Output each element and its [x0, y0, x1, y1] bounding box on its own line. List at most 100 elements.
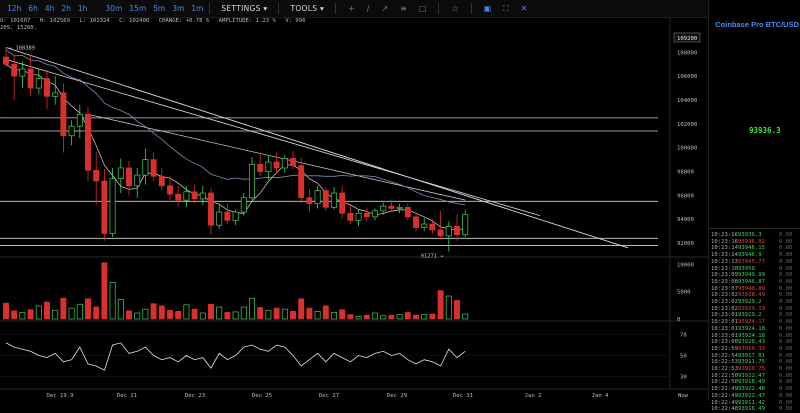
candle-body	[445, 226, 452, 237]
trade-price: 93920.43	[738, 339, 765, 346]
ma-fast-line	[5, 63, 466, 231]
x-tick-label: Dec 23	[185, 393, 205, 399]
trade-row: 10:22:53 93911.75 0.00	[711, 359, 800, 366]
candle-body	[52, 92, 59, 97]
timeframe-1m[interactable]: 1m	[191, 4, 204, 13]
x-tick-label: Dec 25	[252, 393, 272, 399]
timeframe-3m[interactable]: 3m	[172, 4, 185, 13]
trade-time: 10:22:54	[711, 352, 738, 359]
trade-row: 10:23:07 93940.89 0.00	[711, 286, 800, 293]
settings-menu[interactable]: SETTINGS ▾	[221, 4, 268, 13]
volume-bar	[413, 314, 419, 320]
timeframe-1h[interactable]: 1h	[77, 4, 88, 13]
candle-body	[290, 158, 296, 166]
candle-body	[437, 229, 444, 237]
trend-lines	[5, 47, 629, 249]
trade-size: 0.00	[779, 325, 793, 332]
candle-body	[413, 216, 419, 228]
trendline-icon[interactable]: ∕	[366, 4, 370, 13]
candle-body	[314, 190, 321, 205]
trade-time: 10:23:16	[711, 238, 738, 245]
candle-body	[363, 212, 370, 218]
x-tick-label: Dec 19.9	[47, 393, 74, 399]
oscillator	[0, 334, 668, 377]
trade-time: 10:23:01	[711, 319, 738, 326]
trade-size: 0.00	[779, 345, 793, 352]
candle-body	[388, 205, 395, 209]
volume-tick-label: 5000	[677, 290, 690, 296]
volume-bar	[240, 306, 247, 320]
timeframe-15m[interactable]: 15m	[129, 4, 147, 13]
trade-size: 0.00	[779, 386, 793, 393]
timeframe-2h[interactable]: 2h	[61, 4, 71, 13]
candle-body	[232, 211, 239, 221]
trade-time: 10:22:59	[711, 345, 738, 352]
volume-bar	[331, 312, 337, 320]
ma-slow-line	[5, 49, 466, 206]
oscillator-line	[5, 342, 466, 371]
eraser-icon[interactable]: □	[418, 4, 427, 13]
ray-icon[interactable]: ↗	[381, 4, 389, 13]
volume-bar	[216, 306, 223, 320]
star-icon[interactable]: ☆	[451, 4, 459, 13]
trade-size: 0.00	[779, 232, 793, 238]
axes: 9200094000960009800010000010200010400010…	[47, 32, 701, 399]
oscillator-tick-label: 30	[680, 375, 687, 381]
crosshair-icon[interactable]: +	[348, 4, 355, 13]
timeframe-30m[interactable]: 30m	[105, 4, 123, 13]
trade-row: 10:22:54 93917.81 0.00	[711, 353, 800, 360]
candle-body	[249, 164, 255, 199]
trade-size: 0.00	[779, 312, 793, 319]
trade-price: 93922.48	[738, 386, 765, 393]
volume-bar	[35, 305, 42, 320]
volume-bar	[372, 312, 378, 320]
trade-price: 93938.49	[738, 292, 765, 299]
candle-body	[199, 192, 206, 200]
channel-icon[interactable]: ≡	[400, 4, 407, 13]
trade-time: 10:22:53	[711, 359, 738, 366]
price-tick-label: 108000	[677, 50, 697, 56]
timeframe-5m[interactable]: 5m	[153, 4, 166, 13]
trade-row: 10:23:16 93936.3 0.00	[711, 232, 800, 239]
chart-canvas[interactable]: 9200094000960009800010000010200010400010…	[0, 0, 708, 401]
right-panel: Coinbase Pro BTC/USD 93936.3 10:23:16 939…	[708, 0, 800, 412]
volume-bar	[68, 307, 75, 320]
trade-history[interactable]: 10:23:16 93936.3 0.00 10:23:16 93936.02 0.00 1…	[711, 232, 800, 413]
trade-size: 0.00	[779, 285, 793, 292]
trade-price: 93936.02	[738, 238, 765, 245]
close-icon[interactable]: ✕	[520, 4, 528, 13]
trade-price: 93949.99	[738, 272, 765, 279]
candle-body	[372, 210, 378, 218]
low-value: L: 101324	[79, 18, 110, 24]
candle-body	[216, 211, 223, 226]
trade-price: 93945.77	[738, 258, 765, 265]
candle-body	[208, 192, 214, 226]
trade-price: 93936.3	[738, 232, 762, 238]
timeframe-6h[interactable]: 6h	[28, 4, 38, 13]
timeframe-12h[interactable]: 12h	[7, 4, 22, 13]
tools-menu[interactable]: TOOLS ▾	[290, 4, 325, 13]
price-tick-label: 98000	[677, 170, 694, 176]
timeframe-4h[interactable]: 4h	[44, 4, 55, 13]
trade-size: 0.00	[779, 366, 793, 373]
trade-price: 93946.15	[738, 245, 765, 252]
trade-size: 0.00	[779, 359, 793, 366]
volume-bar	[142, 308, 149, 320]
trade-size: 0.00	[779, 299, 793, 306]
volume-bar	[3, 302, 9, 320]
trade-size: 0.00	[779, 265, 793, 272]
trade-time: 10:23:07	[711, 285, 738, 292]
indicator-readout: 20S, 15260.	[0, 25, 38, 31]
volume-bar	[421, 314, 428, 320]
trade-time: 10:23:13	[711, 258, 738, 265]
trade-row: 10:22:59 93910.33 0.00	[711, 346, 800, 353]
volume-bar	[134, 312, 141, 320]
fullscreen-icon[interactable]: ⛶	[503, 3, 509, 13]
candle-body	[60, 92, 67, 137]
trade-time: 10:23:10	[711, 265, 738, 272]
volume-bar	[183, 304, 190, 320]
camera-icon[interactable]: ▣	[483, 4, 492, 13]
trade-size: 0.00	[779, 245, 793, 252]
trade-size: 0.00	[779, 272, 793, 279]
price-tick-label: 96000	[677, 193, 694, 199]
